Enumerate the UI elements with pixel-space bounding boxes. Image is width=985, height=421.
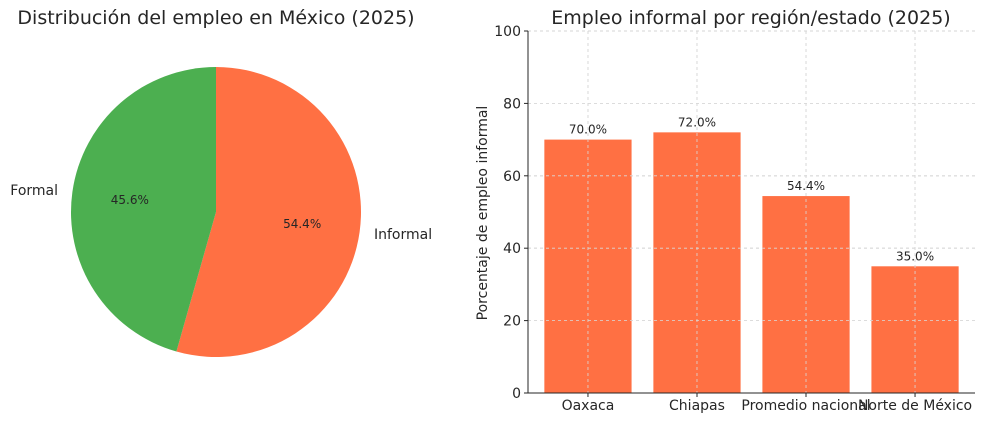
pie-category-label: Informal — [374, 227, 432, 243]
bar-y-axis-label: Porcentaje de empleo informal — [475, 106, 491, 321]
pie-category-label: Formal — [10, 183, 58, 199]
y-tick-label: 0 — [512, 386, 521, 402]
bar-norte-de-méxico — [871, 266, 959, 393]
x-tick-label: Oaxaca — [562, 398, 615, 414]
x-tick-label: Norte de México — [858, 398, 972, 414]
pie-title: Distribución del empleo en México (2025) — [17, 7, 414, 29]
pie-value-label: 45.6% — [111, 193, 149, 207]
x-tick-label: Chiapas — [669, 398, 725, 414]
x-tick-label: Promedio nacional — [741, 398, 870, 414]
bar-value-label: 35.0% — [896, 249, 934, 263]
bar-chart: Empleo informal por región/estado (2025)… — [475, 7, 975, 414]
y-tick-label: 40 — [503, 241, 521, 257]
y-tick-label: 20 — [503, 314, 521, 330]
pie-slice-informal — [176, 67, 362, 357]
y-tick-label: 60 — [503, 169, 521, 185]
pie-value-label: 54.4% — [283, 217, 321, 231]
y-tick-label: 100 — [494, 24, 521, 40]
pie-slice-formal — [71, 67, 216, 352]
bar-title: Empleo informal por región/estado (2025) — [551, 7, 950, 29]
bar-value-label: 54.4% — [787, 179, 825, 193]
bar-promedio-nacional — [762, 196, 850, 393]
y-tick-label: 80 — [503, 96, 521, 112]
pie-chart: Distribución del empleo en México (2025)… — [10, 7, 432, 357]
